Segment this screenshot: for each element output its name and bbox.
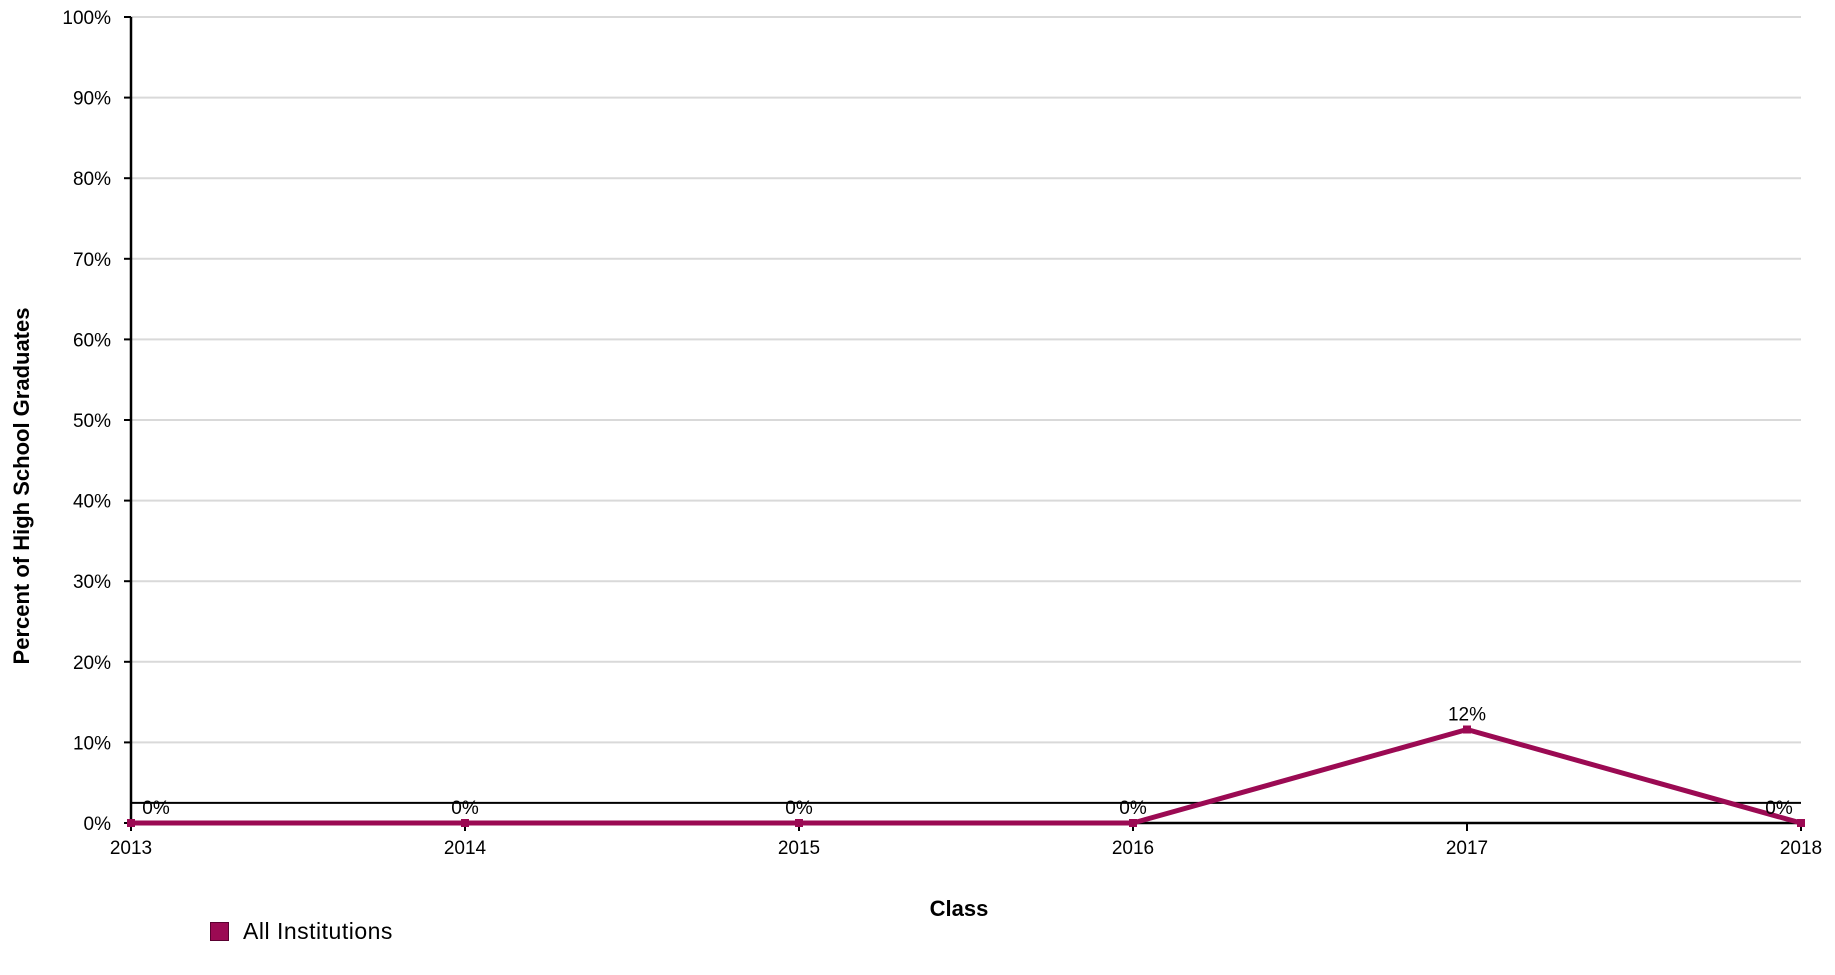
legend-swatch-all-institutions xyxy=(210,922,229,941)
y-tick-label: 50% xyxy=(73,411,111,432)
data-labels: 0% 0% 0% 0% 12% 0% xyxy=(142,705,1793,819)
x-tick-label: 2018 xyxy=(1780,838,1822,859)
x-tick-label: 2016 xyxy=(1112,838,1154,859)
y-tick-label: 0% xyxy=(84,814,112,835)
x-tick-label: 2017 xyxy=(1446,838,1488,859)
data-label: 0% xyxy=(1119,798,1147,819)
data-point xyxy=(127,819,135,827)
data-label: 12% xyxy=(1448,705,1486,726)
y-tick-label: 90% xyxy=(73,89,111,110)
data-label: 0% xyxy=(1765,798,1793,819)
data-point xyxy=(1797,819,1805,827)
data-point xyxy=(461,819,469,827)
y-tick-label: 100% xyxy=(62,8,111,29)
data-label: 0% xyxy=(142,798,170,819)
legend-label-all-institutions: All Institutions xyxy=(243,918,393,944)
data-point xyxy=(1463,725,1471,734)
x-tick-label: 2015 xyxy=(778,838,820,859)
y-tick-label: 80% xyxy=(73,169,111,190)
data-point xyxy=(1129,819,1137,827)
data-label: 0% xyxy=(785,798,813,819)
y-tick-label: 20% xyxy=(73,653,111,674)
x-axis-title: Class xyxy=(930,896,989,921)
data-label: 0% xyxy=(451,798,479,819)
y-tick-label: 60% xyxy=(73,330,111,351)
y-tick-label: 30% xyxy=(73,572,111,593)
series-lines xyxy=(127,725,1805,827)
x-tick-label: 2014 xyxy=(444,838,487,859)
y-tick-label: 70% xyxy=(73,250,111,271)
y-axis-ticks: 0% 10% 20% 30% 40% 50% 60% 70% 80% 90% 100% xyxy=(62,8,131,835)
x-tick-label: 2013 xyxy=(110,838,152,859)
legend: All Institutions xyxy=(210,918,393,945)
y-axis-title: Percent of High School Graduates xyxy=(9,308,34,665)
data-point xyxy=(795,819,803,827)
x-axis-ticks: 2013 2014 2015 2016 2017 2018 xyxy=(110,823,1822,859)
y-tick-label: 10% xyxy=(73,733,111,754)
gridlines xyxy=(131,16,1801,744)
y-tick-label: 40% xyxy=(73,492,111,513)
series-line xyxy=(128,727,1804,826)
